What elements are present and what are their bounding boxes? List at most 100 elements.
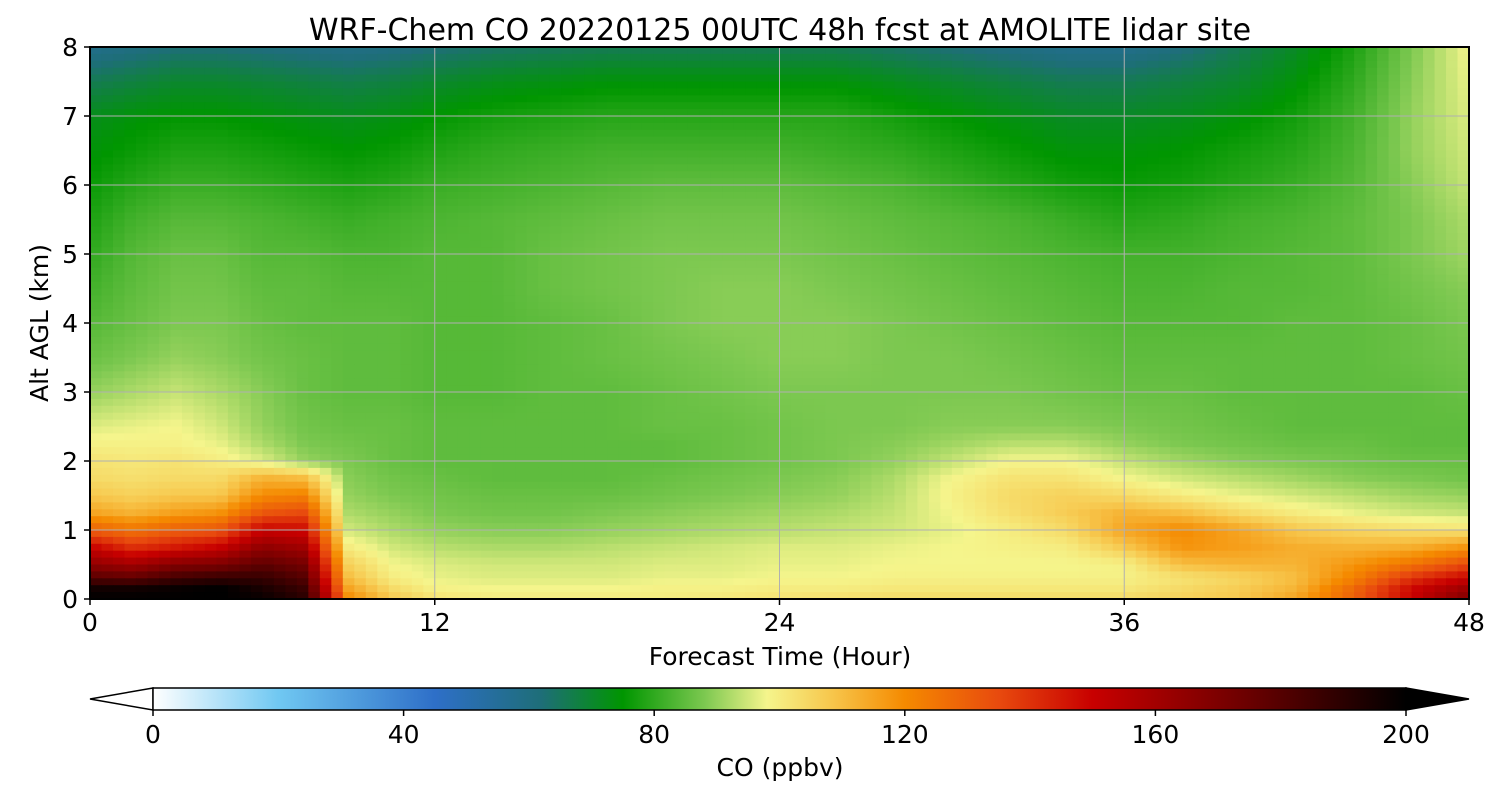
heatmap-cell (963, 88, 976, 96)
heatmap-cell (273, 185, 286, 193)
heatmap-cell (319, 205, 332, 214)
heatmap-cell (181, 129, 195, 138)
heatmap-cell (756, 143, 769, 152)
heatmap-cell (549, 164, 562, 172)
heatmap-cell (1331, 150, 1344, 158)
heatmap-cell (250, 302, 263, 310)
heatmap-cell (1411, 316, 1424, 324)
heatmap-cell (940, 185, 953, 193)
heatmap-cell (1388, 102, 1401, 110)
heatmap-cell (492, 219, 505, 227)
heatmap-cell (963, 129, 976, 138)
heatmap-cell (1377, 171, 1390, 179)
heatmap-cell (882, 67, 896, 76)
heatmap-cell (1434, 129, 1447, 138)
heatmap-cell (813, 198, 827, 207)
heatmap-cell (308, 247, 321, 255)
heatmap-cell (365, 267, 378, 276)
heatmap-cell (1216, 171, 1229, 179)
heatmap-cell (859, 281, 873, 290)
heatmap-cell (710, 233, 723, 241)
heatmap-cell (1124, 247, 1137, 255)
heatmap-cell (871, 102, 884, 110)
heatmap-cell (756, 191, 769, 200)
heatmap-cell (630, 281, 643, 290)
heatmap-cell (1124, 122, 1137, 131)
heatmap-cell (882, 171, 896, 179)
heatmap-cell (273, 329, 286, 338)
heatmap-cell (216, 95, 229, 103)
heatmap-cell (112, 281, 126, 290)
heatmap-cell (1400, 109, 1413, 117)
heatmap-cell (1055, 226, 1068, 234)
heatmap-cell (928, 191, 941, 200)
heatmap-cell (882, 178, 896, 186)
heatmap-cell (825, 240, 838, 248)
heatmap-cell (181, 309, 195, 317)
heatmap-cell (813, 164, 827, 172)
heatmap-cell (1273, 150, 1286, 158)
heatmap-cell (836, 233, 850, 241)
heatmap-cell (1250, 74, 1263, 83)
heatmap-cell (687, 260, 700, 269)
heatmap-cell (147, 254, 160, 262)
heatmap-cell (1009, 247, 1022, 255)
heatmap-cell (1043, 288, 1056, 296)
heatmap-cell (768, 219, 781, 227)
heatmap-cell (423, 150, 436, 158)
heatmap-cell (1227, 185, 1240, 193)
heatmap-cell (802, 185, 815, 193)
heatmap-cell (1262, 240, 1275, 248)
heatmap-cell (388, 53, 401, 62)
heatmap-cell (825, 74, 838, 83)
heatmap-cell (1342, 302, 1355, 310)
heatmap-cell (1354, 88, 1367, 96)
heatmap-cell (273, 323, 286, 331)
heatmap-cell (181, 316, 195, 324)
heatmap-cell (1032, 129, 1045, 138)
heatmap-cell (1124, 150, 1137, 158)
heatmap-cell (905, 267, 918, 276)
heatmap-cell (296, 281, 309, 290)
heatmap-cell (1124, 116, 1137, 124)
heatmap-cell (1055, 309, 1068, 317)
heatmap-cell (768, 122, 781, 131)
heatmap-cell (204, 260, 218, 269)
heatmap-cell (768, 226, 781, 234)
heatmap-cell (480, 53, 493, 62)
heatmap-cell (526, 116, 539, 124)
heatmap-cell (365, 329, 378, 338)
heatmap-cell (239, 150, 252, 158)
heatmap-cell (549, 95, 562, 103)
heatmap-cell (1342, 267, 1355, 276)
heatmap-cell (388, 74, 401, 83)
heatmap-cell (538, 316, 551, 324)
heatmap-cell (871, 233, 884, 241)
heatmap-cell (974, 88, 987, 96)
heatmap-cell (894, 95, 907, 103)
heatmap-cell (124, 281, 137, 290)
heatmap-cell (986, 247, 999, 255)
heatmap-cell (1388, 302, 1401, 310)
heatmap-cell (331, 309, 344, 317)
heatmap-cell (963, 191, 976, 200)
heatmap-cell (733, 74, 746, 83)
heatmap-cell (653, 295, 666, 303)
heatmap-cell (745, 157, 758, 165)
heatmap-cell (239, 281, 252, 290)
heatmap-cell (813, 295, 827, 303)
heatmap-cell (446, 53, 459, 62)
heatmap-cell (653, 323, 666, 331)
heatmap-cell (308, 178, 321, 186)
heatmap-cell (1055, 240, 1068, 248)
heatmap-cell (400, 267, 413, 276)
heatmap-cell (1112, 240, 1125, 248)
heatmap-cell (1319, 212, 1332, 221)
heatmap-cell (722, 226, 735, 234)
heatmap-cell (480, 109, 493, 117)
heatmap-cell (135, 74, 149, 83)
heatmap-cell (124, 295, 137, 303)
heatmap-cell (1124, 136, 1137, 145)
heatmap-cell (1377, 191, 1390, 200)
heatmap-cell (710, 212, 723, 221)
